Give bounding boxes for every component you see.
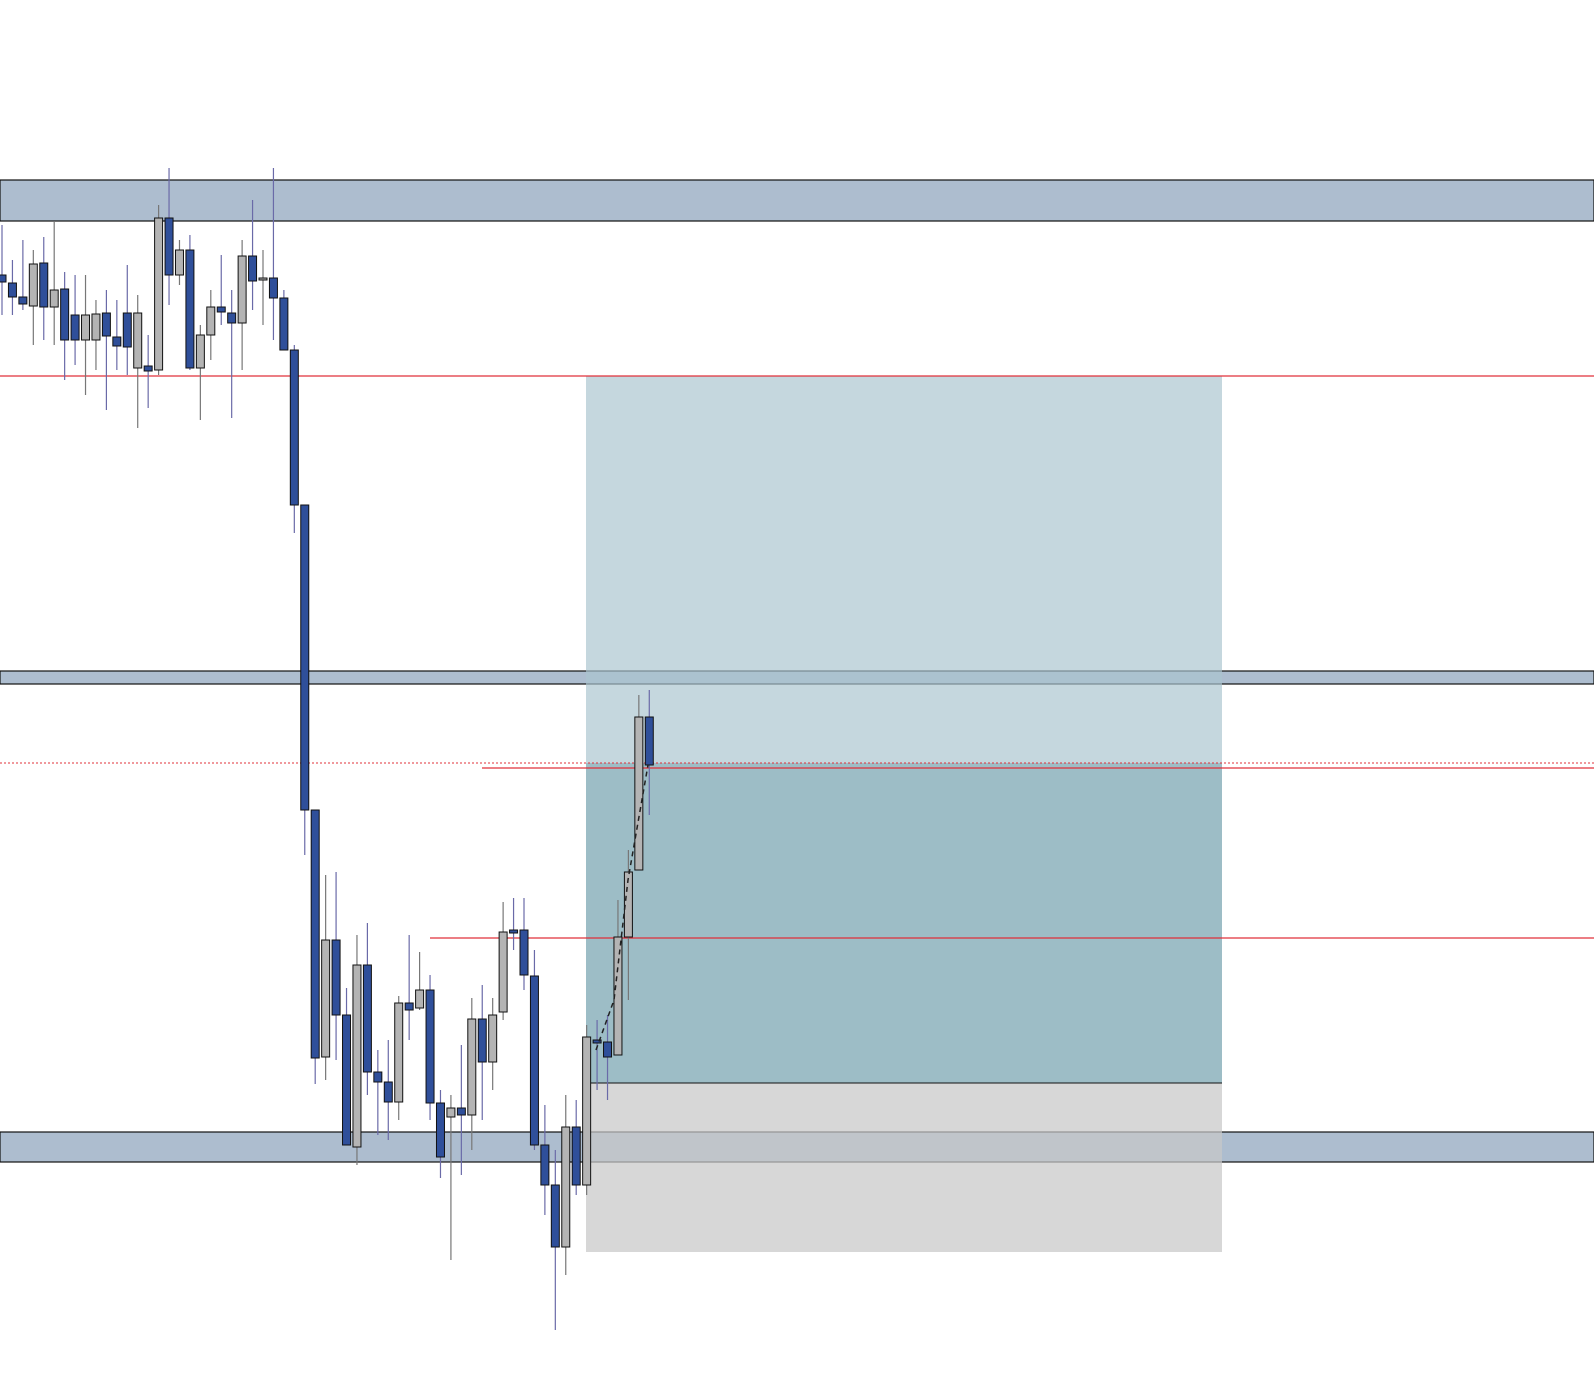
candle-body (342, 1014, 352, 1146)
candle-body (425, 989, 435, 1104)
candle-body (39, 262, 49, 308)
candle-body (279, 297, 289, 351)
candle-body (248, 255, 258, 282)
candle-body (227, 312, 237, 324)
candle-body (206, 306, 216, 336)
candle-body (70, 314, 80, 341)
candle-body (383, 1081, 393, 1103)
candle-body (644, 716, 654, 766)
candle-body (415, 989, 425, 1009)
position-band (586, 763, 1222, 1083)
position-band (586, 1083, 1222, 1252)
candle-body (133, 312, 143, 369)
candle-body (49, 289, 59, 308)
candle-body (394, 1002, 404, 1103)
candle-body (550, 1184, 560, 1248)
candle-body (28, 263, 38, 307)
candle-body (258, 277, 268, 281)
candle-body (195, 334, 205, 369)
candle-body (362, 964, 372, 1073)
candle-body (143, 365, 153, 372)
candle-body (331, 939, 341, 1016)
candle-body (623, 871, 633, 938)
candle-body (18, 296, 28, 305)
candle-body (164, 217, 174, 276)
candle-body (456, 1107, 466, 1116)
candle-body (0, 274, 7, 283)
candle-body (634, 716, 644, 871)
candle-body (60, 288, 70, 341)
position-band (586, 376, 1222, 763)
candle-body (509, 929, 519, 934)
candle-body (91, 313, 101, 341)
candle-body (519, 929, 529, 976)
candle-body (321, 939, 331, 1058)
candle-body (498, 931, 508, 1013)
candle-body (561, 1126, 571, 1248)
candle-layer (0, 168, 654, 1330)
candle-body (488, 1014, 498, 1063)
candle-body (540, 1144, 550, 1186)
zone (0, 179, 1594, 222)
candle-body (237, 255, 247, 324)
candle-body (112, 336, 122, 347)
candle-body (529, 975, 539, 1146)
candle-body (101, 312, 111, 337)
candle-body (446, 1107, 456, 1118)
candle-body (467, 1018, 477, 1116)
candle-body (7, 282, 17, 298)
candle-body (582, 1036, 592, 1186)
candle-body (435, 1102, 445, 1158)
candle-body (404, 1002, 414, 1011)
candle-body (216, 306, 226, 313)
candle-body (81, 314, 91, 341)
candle-body (592, 1039, 602, 1044)
candle-body (373, 1071, 383, 1083)
candle-body (300, 504, 310, 811)
candle-body (477, 1018, 487, 1063)
candle-body (352, 964, 362, 1148)
candle-body (154, 217, 164, 371)
candle-body (268, 277, 278, 299)
candle-body (289, 349, 299, 506)
candle-body (185, 249, 195, 369)
candle-body (310, 809, 320, 1059)
background-layer (0, 179, 1594, 1252)
candle-body (603, 1041, 613, 1058)
candle-body (174, 249, 184, 276)
candle-body (122, 312, 132, 348)
candle-body (571, 1126, 581, 1186)
